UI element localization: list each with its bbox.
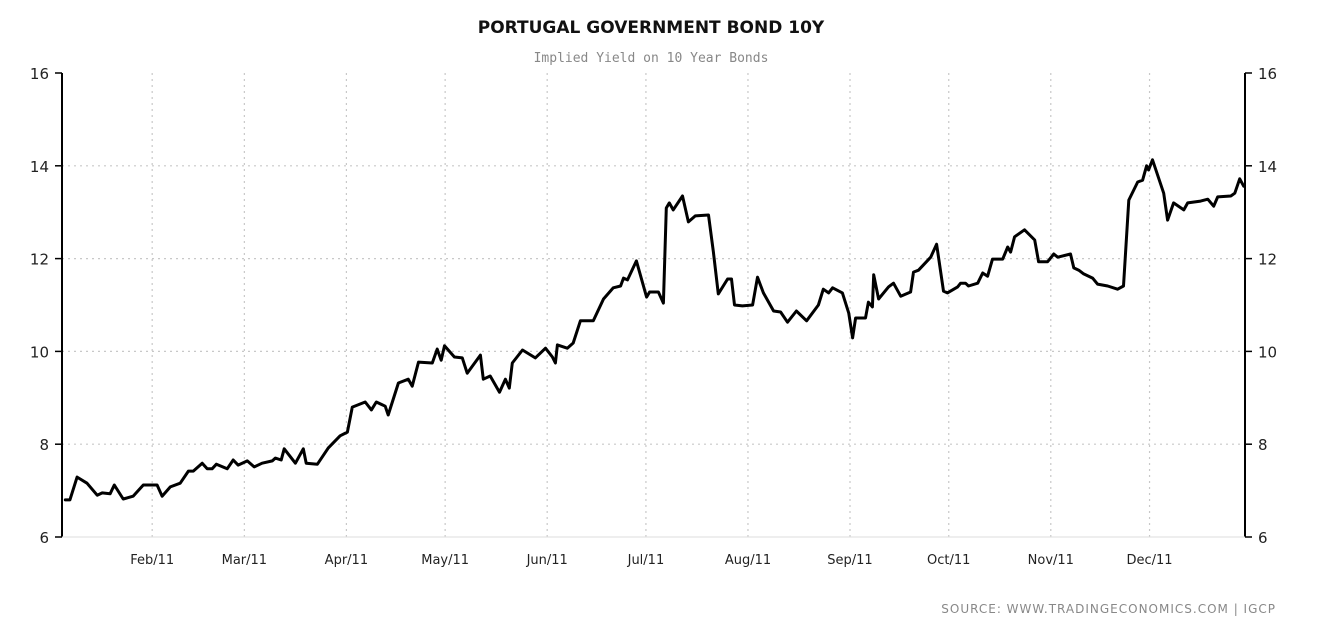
series-group: [63, 158, 1246, 502]
y-tick-label-left: 6: [39, 529, 49, 547]
chart-subtitle: Implied Yield on 10 Year Bonds: [534, 51, 769, 66]
y-tick-label-right: 12: [1258, 251, 1277, 269]
x-tick-label: Jun/11: [526, 553, 568, 568]
series-line-yield: [63, 158, 1246, 502]
x-tick-label: Nov/11: [1028, 553, 1074, 568]
x-tick-label: Aug/11: [725, 553, 771, 568]
gridlines: [62, 73, 1245, 537]
y-tick-label-right: 16: [1258, 65, 1277, 83]
x-tick-label: Jul/11: [627, 553, 665, 568]
y-tick-label-right: 8: [1258, 436, 1268, 454]
x-tick-label: May/11: [421, 553, 469, 568]
y-tick-label-left: 10: [30, 343, 49, 361]
y-tick-label-right: 14: [1258, 158, 1277, 176]
y-tick-label-left: 12: [30, 251, 49, 269]
source-note: SOURCE: WWW.TRADINGECONOMICS.COM | IGCP: [941, 602, 1276, 616]
y-tick-label-right: 10: [1258, 343, 1277, 361]
x-tick-label: Sep/11: [827, 553, 872, 568]
y-tick-label-left: 14: [30, 158, 49, 176]
y-tick-label-left: 8: [39, 436, 49, 454]
tick-labels: 6 6 8 8 10 10 12 12 14 14 16 16 Feb/11 Mar/11 Apr/11 Ma…: [30, 65, 1277, 568]
x-tick-label: Apr/11: [325, 553, 368, 568]
x-tick-label: Mar/11: [222, 553, 267, 568]
y-tick-label-right: 6: [1258, 529, 1268, 547]
x-tick-label: Feb/11: [130, 553, 174, 568]
x-tick-label: Oct/11: [927, 553, 970, 568]
axes: [55, 72, 1252, 538]
chart-title: PORTUGAL GOVERNMENT BOND 10Y: [478, 18, 825, 38]
y-tick-label-left: 16: [30, 65, 49, 83]
x-tick-label: Dec/11: [1127, 553, 1173, 568]
